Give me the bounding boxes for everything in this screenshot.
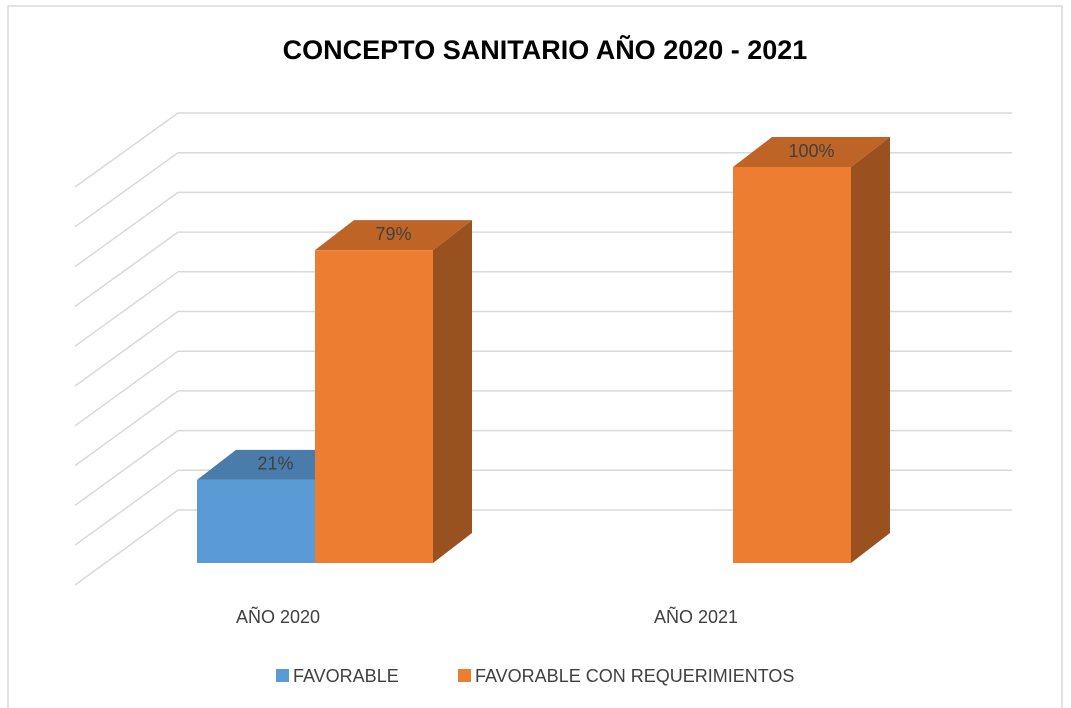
bar-top	[315, 220, 472, 251]
side-grid-line	[74, 469, 179, 546]
side-grid-line	[74, 112, 179, 188]
bar	[315, 250, 433, 563]
side-grid-line	[74, 310, 179, 387]
side-grid-line	[74, 390, 179, 467]
chart-frame	[7, 5, 1063, 708]
legend-swatch	[458, 669, 471, 682]
side-grid-line	[74, 509, 179, 586]
bar-top	[733, 137, 890, 167]
legend-label: FAVORABLE	[293, 666, 399, 686]
bar	[733, 167, 851, 563]
side-grid-line	[74, 152, 179, 228]
bar-side	[433, 220, 472, 563]
x-tick-label: AÑO 2020	[236, 606, 320, 627]
data-label: 100%	[788, 141, 834, 161]
side-grid-line	[74, 429, 179, 507]
side-grid-line	[74, 231, 179, 308]
x-tick-label: AÑO 2021	[654, 606, 738, 627]
side-grid-line	[74, 350, 179, 427]
side-grid-line	[74, 191, 179, 268]
data-label: 21%	[257, 454, 293, 474]
legend-swatch	[276, 669, 289, 682]
bar-side	[851, 137, 890, 563]
bar-top	[197, 449, 354, 480]
chart-title: CONCEPTO SANITARIO AÑO 2020 - 2021	[283, 34, 808, 65]
data-label: 79%	[375, 224, 411, 244]
bar	[197, 479, 315, 563]
legend-label: FAVORABLE CON REQUERIMIENTOS	[475, 666, 794, 686]
side-grid-line	[74, 271, 179, 347]
